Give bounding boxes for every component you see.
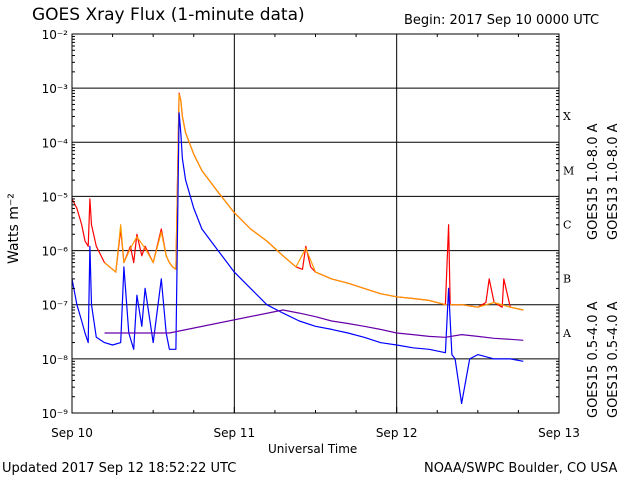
axis-ticks xyxy=(71,34,560,413)
flare-class-m: M xyxy=(563,164,574,177)
series-line-2 xyxy=(71,112,524,405)
y-tick-label: 10⁻⁷ xyxy=(42,299,69,313)
updated-timestamp: Updated 2017 Sep 12 18:52:22 UTC xyxy=(2,461,237,476)
legend-goes15-long: GOES15 1.0-8.0 A xyxy=(586,123,601,240)
y-tick-label: 10⁻⁹ xyxy=(42,407,69,421)
title: GOES Xray Flux (1-minute data) xyxy=(32,5,305,25)
y-axis-label: Watts m⁻² xyxy=(6,193,22,264)
flare-class-x: X xyxy=(563,110,571,123)
y-tick-label: 10⁻² xyxy=(42,28,69,42)
legend-goes13-short: GOES13 0.5-4.0 A xyxy=(606,301,621,418)
series-lines xyxy=(71,92,524,405)
axis-tick-labels: 10⁻⁹ 10⁻⁸ 10⁻⁷ 10⁻⁶ 10⁻⁵ 10⁻⁴ 10⁻³ 10⁻² Sep 10 Se… xyxy=(42,28,580,440)
x-tick-label: Sep 12 xyxy=(376,426,418,440)
legend-goes15-short: GOES15 0.5-4.0 A xyxy=(586,301,601,418)
legend-goes13-long: GOES13 1.0-8.0 A xyxy=(606,123,621,240)
series-line-1 xyxy=(104,93,524,311)
x-tick-label: Sep 10 xyxy=(51,426,93,440)
flare-class-c: C xyxy=(563,219,571,232)
y-tick-label: 10⁻⁴ xyxy=(42,136,69,150)
y-tick-label: 10⁻⁵ xyxy=(42,190,69,204)
x-tick-label: Sep 13 xyxy=(538,426,580,440)
y-tick-label: 10⁻⁸ xyxy=(42,353,69,367)
series-line-3 xyxy=(104,309,524,341)
y-tick-label: 10⁻⁶ xyxy=(42,245,69,259)
x-tick-label: Sep 11 xyxy=(213,426,255,440)
flare-class-b: B xyxy=(563,273,571,286)
x-axis-label: Universal Time xyxy=(268,442,358,456)
series-line-0 xyxy=(71,92,524,311)
flare-class-labels: X M C B A xyxy=(562,110,574,340)
grid-lines xyxy=(72,34,559,413)
begin-label: Begin: 2017 Sep 10 0000 UTC xyxy=(404,13,600,28)
flare-class-a: A xyxy=(562,327,572,340)
y-tick-label: 10⁻³ xyxy=(42,82,69,96)
credit: NOAA/SWPC Boulder, CO USA xyxy=(424,461,618,476)
